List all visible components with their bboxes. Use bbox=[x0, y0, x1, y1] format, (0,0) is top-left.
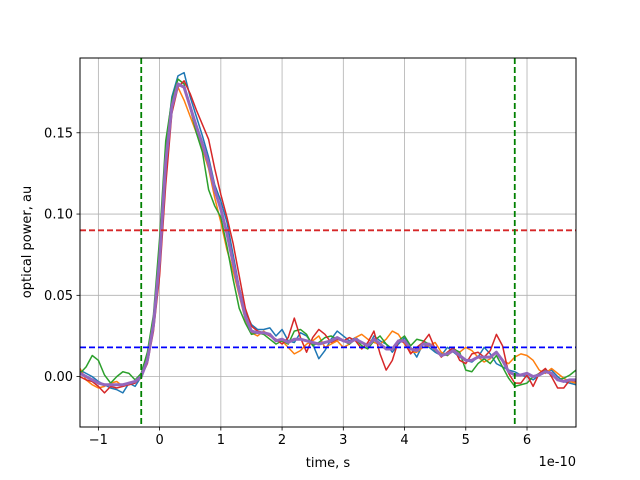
x-axis-ticks: −1 0 1 2 3 4 5 6 bbox=[89, 427, 531, 448]
x-tick-label: 2 bbox=[278, 433, 286, 448]
y-axis-label: optical power, au bbox=[20, 186, 35, 298]
x-tick-label: −1 bbox=[89, 433, 108, 448]
x-tick-label: 3 bbox=[339, 433, 347, 448]
y-axis-ticks: 0.00 0.05 0.10 0.15 bbox=[44, 126, 80, 385]
reference-lines bbox=[80, 58, 576, 427]
y-tick-label: 0.05 bbox=[44, 289, 73, 304]
x-axis-label: time, s bbox=[306, 456, 351, 471]
y-tick-label: 0.10 bbox=[44, 208, 73, 223]
y-tick-label: 0.15 bbox=[44, 126, 73, 141]
x-tick-label: 0 bbox=[155, 433, 163, 448]
plot-area bbox=[80, 58, 576, 427]
x-tick-label: 6 bbox=[523, 433, 531, 448]
x-tick-label: 4 bbox=[400, 433, 408, 448]
y-tick-label: 0.00 bbox=[44, 370, 73, 385]
series-line-5 bbox=[80, 82, 576, 387]
x-tick-label: 5 bbox=[462, 433, 470, 448]
x-tick-label: 1 bbox=[217, 433, 225, 448]
plot-frame bbox=[79, 57, 577, 428]
x-axis-offset-text: 1e-10 bbox=[538, 455, 576, 470]
